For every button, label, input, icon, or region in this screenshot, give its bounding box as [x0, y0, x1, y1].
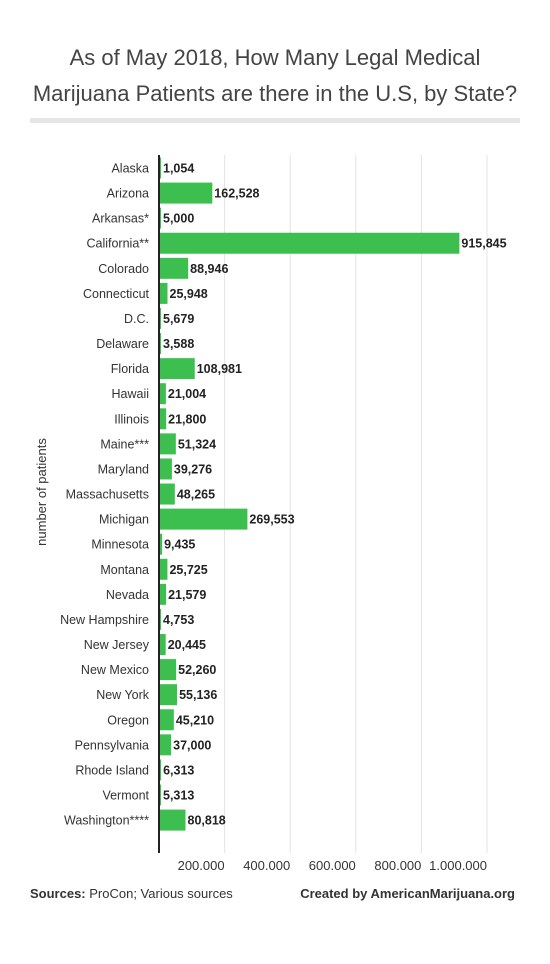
- bar: [159, 458, 172, 480]
- value-label: 25,948: [170, 287, 208, 301]
- chart-title: As of May 2018, How Many Legal Medical M…: [0, 40, 550, 112]
- y-axis-title: number of patients: [34, 438, 49, 546]
- category-label: Illinois: [114, 412, 149, 426]
- sources-label: Sources:: [30, 886, 86, 901]
- bar: [159, 508, 248, 530]
- category-label: California**: [86, 237, 149, 251]
- category-label: Maine***: [100, 437, 149, 451]
- chart-title-line-2: Marijuana Patients are there in the U.S,…: [32, 81, 518, 106]
- value-label: 80,818: [188, 814, 226, 828]
- sources-note: Sources: ProCon; Various sources: [30, 886, 233, 901]
- category-label: Washington****: [64, 814, 149, 828]
- bar: [159, 634, 166, 656]
- x-tick-label: 800,000: [374, 858, 421, 870]
- category-label: Arkansas*: [92, 212, 149, 226]
- bar: [159, 759, 162, 781]
- bar: [159, 558, 168, 580]
- bar: [159, 383, 166, 405]
- value-label: 5,000: [163, 212, 194, 226]
- category-label: Pennsylvania: [75, 738, 149, 752]
- sources-text: ProCon; Various sources: [85, 886, 233, 901]
- bar: [159, 282, 168, 304]
- category-label: Oregon: [107, 713, 149, 727]
- value-label: 3,588: [163, 337, 194, 351]
- category-label: Alaska: [111, 162, 149, 176]
- bar: [159, 182, 213, 204]
- bar: [159, 408, 167, 430]
- value-label: 6,313: [163, 763, 194, 777]
- category-label: Minnesota: [91, 538, 149, 552]
- bar: [159, 358, 195, 380]
- value-label: 51,324: [178, 437, 216, 451]
- category-label: New Jersey: [84, 638, 150, 652]
- bar: [159, 583, 167, 605]
- category-label: Delaware: [96, 337, 149, 351]
- bar: [159, 659, 177, 681]
- category-label: Montana: [100, 563, 149, 577]
- value-label: 55,136: [179, 688, 217, 702]
- value-label: 48,265: [177, 488, 215, 502]
- value-label: 1,054: [163, 162, 194, 176]
- x-tick-label: 600,000: [309, 858, 356, 870]
- category-label: New Mexico: [81, 663, 149, 677]
- value-label: 108,981: [197, 362, 242, 376]
- value-label: 9,435: [164, 538, 195, 552]
- value-label: 37,000: [173, 738, 211, 752]
- category-label: Hawaii: [111, 387, 149, 401]
- bar: [159, 483, 175, 505]
- category-label: Arizona: [107, 187, 149, 201]
- bar: [159, 709, 174, 731]
- bar-chart: 200,000 400,000 600,000 800,000 1,000,000 Ala…: [34, 155, 507, 870]
- bar: [159, 734, 172, 756]
- value-label: 52,260: [178, 663, 216, 677]
- value-label: 915,845: [461, 237, 506, 251]
- x-tick-label: 400,000: [243, 858, 290, 870]
- category-label: Rhode Island: [75, 763, 149, 777]
- value-label: 20,445: [168, 638, 206, 652]
- bar: [159, 433, 176, 455]
- category-label: Connecticut: [83, 287, 150, 301]
- category-label: Massachusetts: [66, 488, 149, 502]
- category-label: Maryland: [98, 462, 149, 476]
- value-label: 88,946: [190, 262, 228, 276]
- category-label: D.C.: [124, 312, 149, 326]
- value-label: 21,004: [168, 387, 206, 401]
- category-label: Florida: [111, 362, 149, 376]
- x-tick-label: 200,000: [178, 858, 225, 870]
- title-divider: [30, 118, 520, 123]
- bar: [159, 809, 186, 831]
- value-label: 21,800: [168, 412, 206, 426]
- bar: [159, 684, 178, 706]
- chart-title-line-1: As of May 2018, How Many Legal Medical: [69, 45, 481, 70]
- category-label: Colorado: [98, 262, 149, 276]
- category-label: New York: [96, 688, 150, 702]
- value-label: 45,210: [176, 713, 214, 727]
- value-label: 5,679: [163, 312, 194, 326]
- value-label: 162,528: [214, 187, 259, 201]
- value-label: 4,753: [163, 613, 194, 627]
- value-label: 39,276: [174, 462, 212, 476]
- category-label: New Hampshire: [60, 613, 149, 627]
- category-label: Michigan: [99, 513, 149, 527]
- category-label: Vermont: [102, 789, 149, 803]
- value-label: 25,725: [169, 563, 207, 577]
- x-tick-label: 1,000,000: [429, 858, 487, 870]
- value-label: 269,553: [249, 513, 294, 527]
- bar: [159, 533, 163, 555]
- bar: [159, 232, 460, 254]
- credit-note: Created by AmericanMarijuana.org: [300, 886, 515, 901]
- value-label: 5,313: [163, 789, 194, 803]
- bar: [159, 257, 189, 279]
- category-label: Nevada: [106, 588, 149, 602]
- value-label: 21,579: [168, 588, 206, 602]
